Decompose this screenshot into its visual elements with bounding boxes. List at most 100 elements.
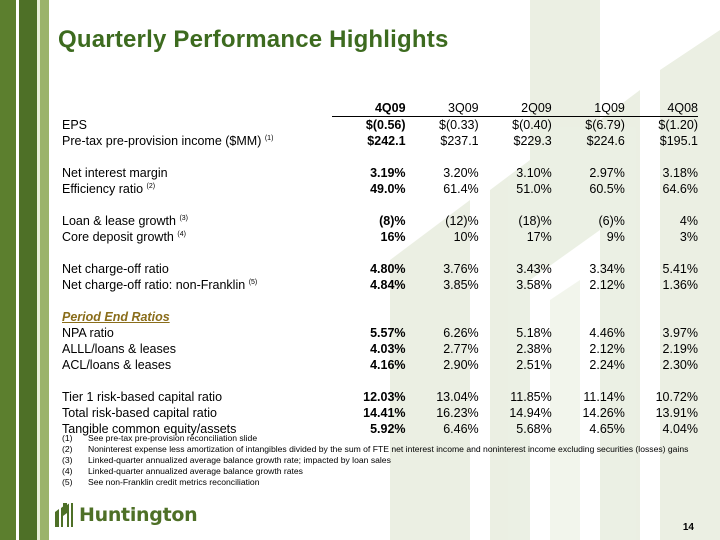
left-stripe-light: [40, 0, 49, 540]
row-label-text: Tangible common equity/assets: [62, 422, 237, 436]
table-cell: 3.43%: [516, 262, 552, 276]
table-cell: 2.19%: [662, 342, 698, 356]
table-cell: 2.51%: [516, 358, 552, 372]
table-cell: 4.84%: [370, 278, 406, 292]
row-label-text: Net charge-off ratio: non-Franklin: [62, 278, 246, 292]
footnote: (2) Noninterest expense less amortization…: [62, 444, 702, 455]
column-header: 4Q09: [332, 100, 406, 117]
footnote-ref: (3): [179, 214, 189, 222]
footnote: (3) Linked-quarter annualized average bal…: [62, 455, 702, 466]
table-cell: 3%: [679, 230, 698, 244]
left-stripe-gap-2: [37, 0, 40, 540]
row-label-text: Efficiency ratio: [62, 182, 144, 196]
table-cell: 2.12%: [589, 278, 625, 292]
footnote-number: (5): [62, 477, 73, 487]
table-row: Total risk-based capital ratio 14.41% 16.2…: [62, 405, 698, 421]
table-cell: 4%: [679, 214, 698, 228]
footnotes: (1) See pre-tax pre-provision reconciliat…: [62, 433, 702, 488]
table-cell: 51.0%: [516, 182, 552, 196]
spacer-row: [62, 149, 698, 165]
table-cell: 49.0%: [370, 182, 406, 196]
table-cell: 5.18%: [516, 326, 552, 340]
brand-logo: Huntington: [55, 503, 198, 527]
row-label: Tangible common equity/assets: [62, 421, 332, 437]
table-cell: 13.91%: [655, 406, 698, 420]
row-label: Tier 1 risk-based capital ratio: [62, 389, 332, 405]
table-row: Efficiency ratio (2) 49.0% 61.4% 51.0% 60.5%…: [62, 181, 698, 197]
row-label-text: Total risk-based capital ratio: [62, 406, 217, 420]
table-row: ALLL/loans & leases 4.03% 2.77% 2.38% 2.12% 2…: [62, 341, 698, 357]
table-cell: 6.46%: [443, 422, 479, 436]
row-label-text: ALLL/loans & leases: [62, 342, 176, 356]
row-label: Pre-tax pre-provision income ($MM) (1): [62, 133, 332, 149]
column-header: 4Q08: [624, 100, 698, 117]
table-cell: $237.1: [440, 134, 479, 148]
table-row: Tangible common equity/assets 5.92% 6.46% 5…: [62, 421, 698, 437]
table-cell: 16.23%: [436, 406, 479, 420]
footnote-number: (2): [62, 444, 73, 454]
row-label-text: EPS: [62, 117, 88, 132]
table-cell: 2.90%: [443, 358, 479, 372]
left-stripe-gap: [16, 0, 19, 540]
table-cell: 4.46%: [589, 326, 625, 340]
row-label: Total risk-based capital ratio: [62, 405, 332, 421]
row-label: Net charge-off ratio: [62, 261, 332, 277]
table-cell: 5.68%: [516, 422, 552, 436]
table-cell: 3.10%: [516, 166, 552, 180]
table-cell: 3.85%: [443, 278, 479, 292]
row-label: EPS: [62, 117, 332, 134]
table-cell: 2.30%: [662, 358, 698, 372]
footnote: (1) See pre-tax pre-provision reconciliat…: [62, 433, 702, 444]
table-cell: 4.03%: [370, 342, 406, 356]
footnote: (5) See non-Franklin credit metrics recon…: [62, 477, 702, 488]
table-cell: 3.97%: [662, 326, 698, 340]
table-cell: $(0.56): [365, 118, 406, 132]
table-cell: (8)%: [379, 214, 406, 228]
table-cell: 11.14%: [583, 390, 625, 404]
table-cell: $195.1: [659, 134, 698, 148]
row-label-text: Net interest margin: [62, 166, 168, 180]
table-cell: 6.26%: [443, 326, 479, 340]
footnote-text: See pre-tax pre-provision reconciliation…: [88, 433, 258, 443]
footnote-number: (1): [62, 433, 73, 443]
table-cell: 13.04%: [436, 390, 479, 404]
table-row: Pre-tax pre-provision income ($MM) (1) $2…: [62, 133, 698, 149]
spacer-row: [62, 197, 698, 213]
table-cell: 1.36%: [662, 278, 698, 292]
column-header: 1Q09: [551, 100, 625, 117]
row-label: ALLL/loans & leases: [62, 341, 332, 357]
table-cell: 11.85%: [510, 390, 552, 404]
row-label: Net interest margin: [62, 165, 332, 181]
footnote-text: Linked-quarter annualized average balanc…: [88, 466, 303, 476]
row-label: Efficiency ratio (2): [62, 181, 332, 197]
footnote-number: (3): [62, 455, 73, 465]
row-label-text: NPA ratio: [62, 326, 114, 340]
table-row: Core deposit growth (4) 16% 10% 17% 9% 3%: [62, 229, 698, 245]
left-stripe-mid: [19, 0, 37, 540]
row-label-text: Pre-tax pre-provision income ($MM): [62, 134, 262, 148]
table-cell: 3.18%: [662, 166, 698, 180]
table-cell: $(0.33): [439, 118, 479, 132]
footnote: (4) Linked-quarter annualized average bal…: [62, 466, 702, 477]
spacer-row: [62, 373, 698, 389]
table-row: ACL/loans & leases 4.16% 2.90% 2.51% 2.24% 2.…: [62, 357, 698, 373]
row-label: Core deposit growth (4): [62, 229, 332, 245]
table-cell: 2.38%: [516, 342, 552, 356]
spacer-row: [62, 293, 698, 309]
table-cell: 5.92%: [370, 422, 406, 436]
table-cell: 3.34%: [589, 262, 625, 276]
spacer-row: [62, 245, 698, 261]
table-cell: 2.24%: [589, 358, 625, 372]
table-cell: $224.6: [586, 134, 625, 148]
table-cell: $242.1: [367, 134, 406, 148]
table-cell: 10.72%: [655, 390, 698, 404]
huntington-watermark-icon: [390, 0, 720, 540]
table-cell: 3.58%: [516, 278, 552, 292]
footnote-ref: (4): [177, 230, 186, 238]
footnote-number: (4): [62, 466, 73, 476]
table-cell: $229.3: [513, 134, 552, 148]
row-label: Loan & lease growth (3): [62, 213, 332, 229]
table-cell: 2.97%: [589, 166, 625, 180]
table-row: Tier 1 risk-based capital ratio 12.03% 13.…: [62, 389, 698, 405]
table-cell: 5.41%: [662, 262, 698, 276]
